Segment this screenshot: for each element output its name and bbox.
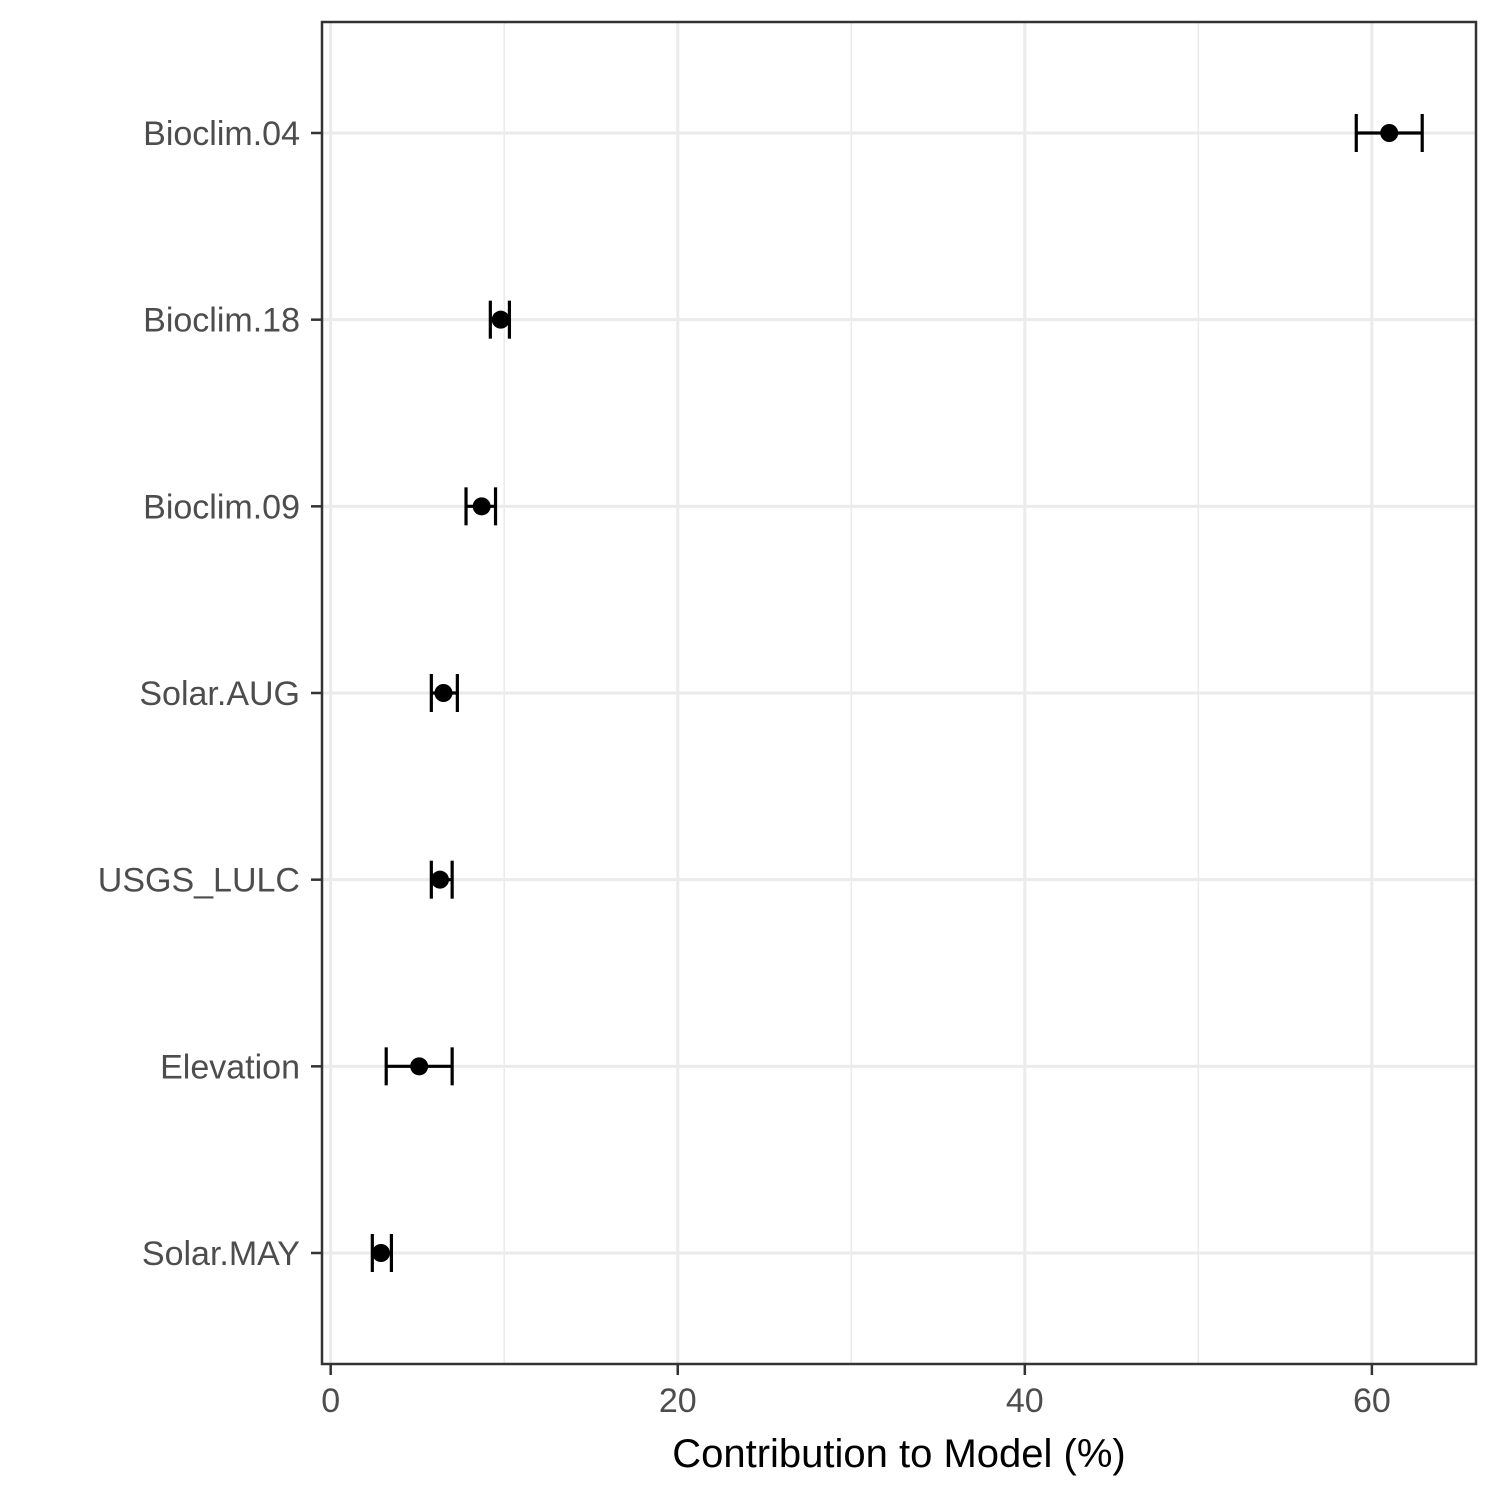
x-tick-label: 40	[1006, 1382, 1044, 1420]
data-point	[372, 1244, 391, 1262]
data-point	[410, 1057, 429, 1076]
data-point	[472, 497, 491, 516]
y-tick-label: USGS_LULC	[98, 862, 300, 900]
y-tick-label: Bioclim.04	[143, 115, 300, 153]
data-point	[491, 310, 510, 329]
data-point	[434, 684, 453, 702]
y-tick-label: Bioclim.18	[143, 302, 300, 340]
x-tick-label: 20	[659, 1382, 697, 1420]
data-point	[431, 870, 450, 889]
y-tick-label: Bioclim.09	[143, 488, 300, 526]
y-axis: Bioclim.04 Bioclim.18 Bioclim.09 Solar.AUG U…	[98, 115, 322, 1273]
x-tick-label: 0	[321, 1382, 340, 1420]
x-axis-title: Contribution to Model (%)	[672, 1432, 1126, 1476]
data-point	[1380, 124, 1399, 142]
y-tick-label: Solar.MAY	[142, 1235, 300, 1273]
y-tick-label: Elevation	[160, 1048, 300, 1086]
grid-layer	[322, 22, 1476, 1364]
x-tick-label: 60	[1353, 1382, 1391, 1420]
x-axis: 0 20 40 60	[321, 1364, 1391, 1420]
point-layer	[372, 124, 1399, 1262]
y-tick-label: Solar.AUG	[139, 675, 300, 713]
